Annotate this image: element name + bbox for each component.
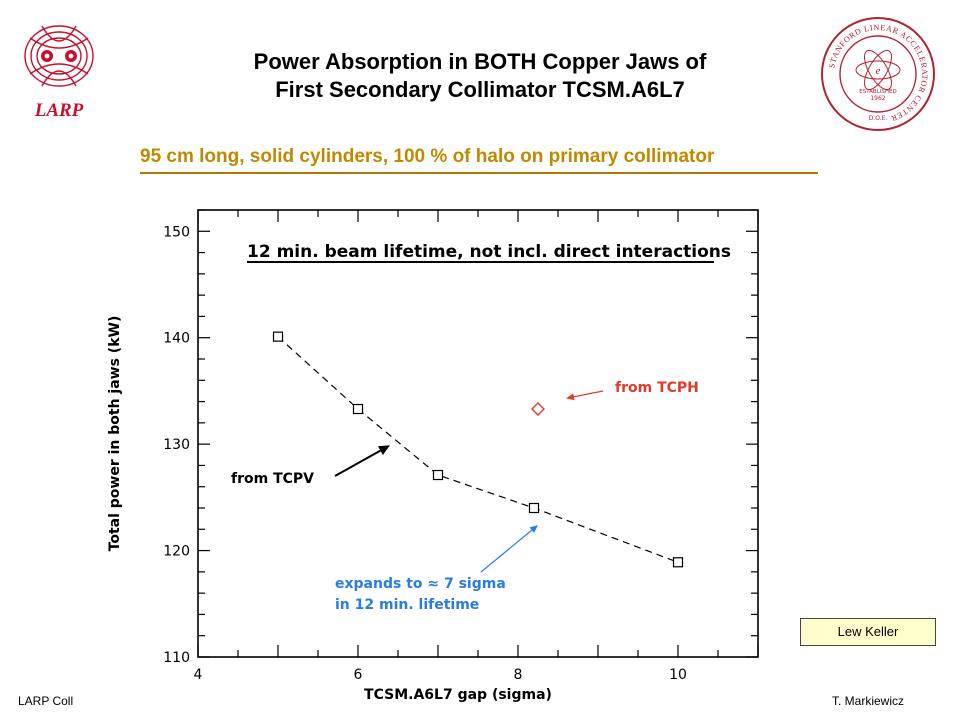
- x-tick-label: 10: [669, 667, 687, 683]
- subtitle-underline: [140, 172, 818, 174]
- x-tick-label: 8: [514, 667, 523, 683]
- annotation-arrowhead-tcph: [566, 393, 575, 401]
- y-tick-label: 140: [163, 331, 190, 347]
- author-credit: Lew Keller: [837, 624, 899, 639]
- data-point-diamond: [531, 402, 545, 417]
- slide-title-line1: Power Absorption in BOTH Copper Jaws of: [253, 49, 707, 74]
- y-axis-label: Total power in both jaws (kW): [107, 316, 123, 552]
- seal-established: ESTABLISHED: [859, 89, 896, 95]
- x-tick-label: 4: [194, 667, 203, 683]
- y-tick-label: 150: [163, 224, 190, 240]
- series-dashed-line: [277, 336, 679, 563]
- seal-doe: D.O.E.: [869, 115, 888, 122]
- annotation-arrow-tcph: [573, 390, 604, 398]
- author-credit-box: Lew Keller: [800, 618, 936, 646]
- larp-logo-text: LARP: [34, 100, 84, 121]
- annotation-arrow-expands: [480, 529, 533, 573]
- footer-left: LARP Coll: [18, 694, 74, 708]
- x-tick-label: 6: [354, 667, 363, 683]
- annotation-from-tcph: from TCPH: [615, 380, 699, 396]
- seal-year: 1962: [870, 95, 885, 102]
- annotation-arrowhead-tcpv: [377, 445, 390, 455]
- larp-logo: LARP: [24, 25, 94, 121]
- chart-title: 12 min. beam lifetime, not incl. direct …: [247, 242, 731, 262]
- data-point-square: [528, 502, 540, 514]
- annotation-arrow-tcpv: [334, 449, 381, 477]
- annotation-arrowhead-expands: [529, 525, 538, 533]
- y-tick-label: 110: [163, 650, 190, 666]
- slide-subtitle: 95 cm long, solid cylinders, 100 % of ha…: [140, 146, 820, 174]
- slide-title: Power Absorption in BOTH Copper Jaws of …: [150, 48, 810, 104]
- data-point-square: [672, 557, 684, 568]
- footer-right: T. Markiewicz: [832, 694, 905, 708]
- data-point-square: [432, 469, 444, 481]
- y-tick-label: 130: [163, 437, 190, 453]
- data-point-square: [352, 403, 364, 415]
- svg-text:e: e: [876, 65, 881, 77]
- slide-subtitle-text: 95 cm long, solid cylinders, 100 % of ha…: [140, 146, 715, 167]
- power-chart: 4 6 8 10 110 120 130 140 150 12 min. beam lifeti…: [95, 193, 775, 713]
- slac-seal-logo: STANFORD LINEAR ACCELERATOR CENTER e EST…: [821, 17, 935, 131]
- y-tick-label: 120: [163, 544, 190, 560]
- annotation-expands-line2: in 12 min. lifetime: [335, 597, 479, 613]
- annotation-expands-line1: expands to ≈ 7 sigma: [335, 576, 506, 592]
- x-axis-label: TCSM.A6L7 gap (sigma): [364, 687, 552, 703]
- data-point-square: [272, 331, 284, 342]
- slide-title-line2: First Secondary Collimator TCSM.A6L7: [275, 77, 685, 102]
- annotation-from-tcpv: from TCPV: [231, 471, 314, 487]
